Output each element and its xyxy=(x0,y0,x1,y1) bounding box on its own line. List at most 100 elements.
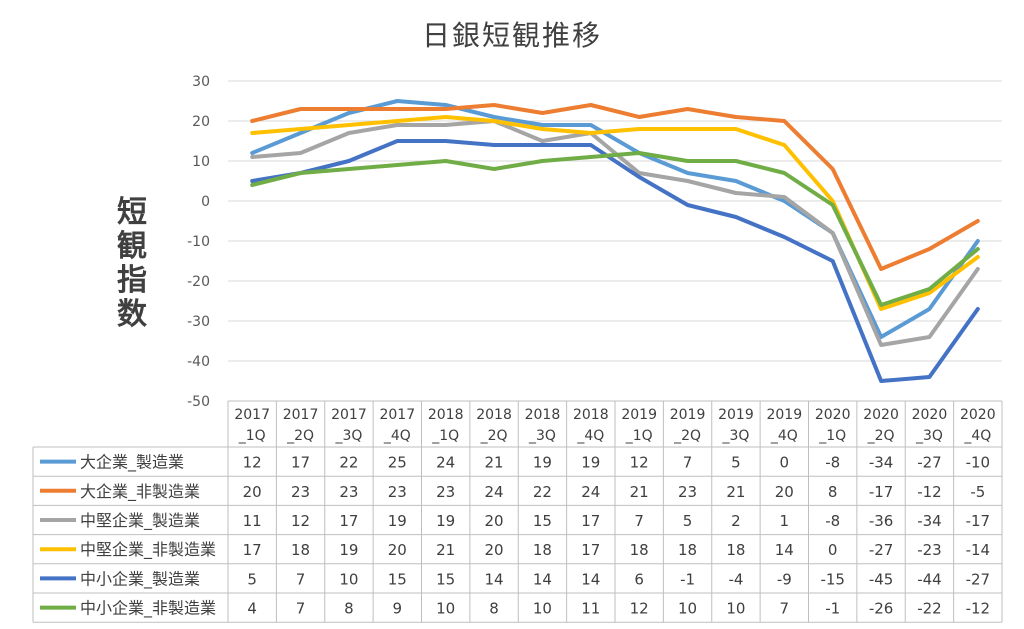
x-tick-label-year: 2017 xyxy=(331,407,367,423)
data-label: 0 xyxy=(780,454,790,472)
data-label: 25 xyxy=(388,454,407,472)
x-tick-label-year: 2018 xyxy=(428,407,464,423)
data-label: -4 xyxy=(728,570,743,588)
data-label: 19 xyxy=(388,512,407,530)
data-label: -44 xyxy=(917,570,942,588)
data-label: 15 xyxy=(388,570,407,588)
legend-label: 大企業_製造業 xyxy=(80,453,184,473)
data-label: 10 xyxy=(339,570,358,588)
data-label: -45 xyxy=(869,570,894,588)
data-label: 9 xyxy=(393,600,403,618)
y-tick-label: -50 xyxy=(187,394,210,410)
x-tick-label-quarter: _3Q xyxy=(528,428,556,444)
data-label: 2 xyxy=(731,512,741,530)
x-tick-label-quarter: _4Q xyxy=(963,428,991,444)
data-label: 7 xyxy=(634,512,644,530)
y-tick-label: -40 xyxy=(187,354,210,370)
data-label: 17 xyxy=(339,512,358,530)
data-label: 23 xyxy=(388,483,407,501)
y-tick-label: 20 xyxy=(192,114,210,130)
data-label: 17 xyxy=(291,454,310,472)
data-label: -12 xyxy=(966,600,991,618)
data-label: 22 xyxy=(339,454,358,472)
x-tick-label-year: 2017 xyxy=(283,407,319,423)
data-label: 20 xyxy=(485,541,504,559)
legend-label: 中小企業_非製造業 xyxy=(80,599,216,619)
x-tick-label-year: 2018 xyxy=(476,407,512,423)
data-label: 15 xyxy=(436,570,455,588)
data-label: 5 xyxy=(683,512,693,530)
series-line-6 xyxy=(250,151,980,307)
data-label: -9 xyxy=(777,570,792,588)
legend-label: 大企業_非製造業 xyxy=(80,482,200,502)
data-label: 5 xyxy=(731,454,741,472)
data-label: 15 xyxy=(533,512,552,530)
data-label: 19 xyxy=(436,512,455,530)
data-label: 4 xyxy=(247,600,257,618)
data-label: 20 xyxy=(775,483,794,501)
x-tick-label-year: 2019 xyxy=(766,407,802,423)
y-tick-label: 10 xyxy=(192,154,210,170)
legend-label: 中堅企業_非製造業 xyxy=(80,540,216,560)
data-label: 23 xyxy=(339,483,358,501)
data-label: 21 xyxy=(485,454,504,472)
data-label: 24 xyxy=(485,483,504,501)
x-tick-label-year: 2017 xyxy=(234,407,270,423)
x-tick-label-year: 2017 xyxy=(379,407,415,423)
data-label: 24 xyxy=(581,483,600,501)
data-label: 7 xyxy=(296,600,306,618)
x-tick-label-quarter: _4Q xyxy=(383,428,411,444)
data-label: -10 xyxy=(966,454,991,472)
data-label: 12 xyxy=(630,600,649,618)
data-label: 22 xyxy=(533,483,552,501)
data-label: -27 xyxy=(917,454,942,472)
y-axis-label: 短観指数 xyxy=(117,195,147,332)
y-tick-label: -10 xyxy=(187,234,210,250)
data-label: 21 xyxy=(630,483,649,501)
data-label: -22 xyxy=(917,600,942,618)
x-tick-label-year: 2018 xyxy=(525,407,561,423)
data-label: 0 xyxy=(828,541,838,559)
x-tick-label-quarter: _3Q xyxy=(915,428,943,444)
data-label: 17 xyxy=(581,512,600,530)
x-tick-label-year: 2020 xyxy=(863,407,899,423)
data-label: -17 xyxy=(869,483,894,501)
data-label: -27 xyxy=(869,541,894,559)
x-tick-label-year: 2020 xyxy=(912,407,948,423)
x-tick-label-quarter: _2Q xyxy=(867,428,895,444)
data-label: -34 xyxy=(917,512,942,530)
data-label: 1 xyxy=(780,512,790,530)
data-label: 11 xyxy=(581,600,600,618)
legend-label: 中小企業_製造業 xyxy=(80,569,200,589)
data-label: 8 xyxy=(828,483,838,501)
x-tick-label-quarter: _4Q xyxy=(576,428,604,444)
data-label: -34 xyxy=(869,454,894,472)
x-tick-label-quarter: _2Q xyxy=(480,428,508,444)
series-line-1 xyxy=(250,99,980,339)
x-tick-label-year: 2020 xyxy=(815,407,851,423)
data-label: 18 xyxy=(726,541,745,559)
data-label: 19 xyxy=(533,454,552,472)
data-label: -26 xyxy=(869,600,894,618)
data-label: -1 xyxy=(825,600,840,618)
data-label: -8 xyxy=(825,454,840,472)
x-tick-label-quarter: _1Q xyxy=(818,428,846,444)
x-tick-label-quarter: _3Q xyxy=(721,428,749,444)
data-label: 14 xyxy=(485,570,504,588)
x-tick-label-quarter: _1Q xyxy=(625,428,653,444)
data-label: -12 xyxy=(917,483,942,501)
data-label: 12 xyxy=(243,454,262,472)
y-tick-label: 30 xyxy=(192,74,210,90)
data-label: 18 xyxy=(678,541,697,559)
x-tick-label-year: 2018 xyxy=(573,407,609,423)
x-tick-label-year: 2019 xyxy=(621,407,657,423)
data-label: -23 xyxy=(917,541,942,559)
data-label: 10 xyxy=(533,600,552,618)
data-label: 14 xyxy=(581,570,600,588)
x-tick-label-quarter: _1Q xyxy=(238,428,266,444)
data-label: 7 xyxy=(683,454,693,472)
y-tick-label: -20 xyxy=(187,274,210,290)
data-label: 12 xyxy=(630,454,649,472)
legend-label: 中堅企業_製造業 xyxy=(80,511,200,531)
